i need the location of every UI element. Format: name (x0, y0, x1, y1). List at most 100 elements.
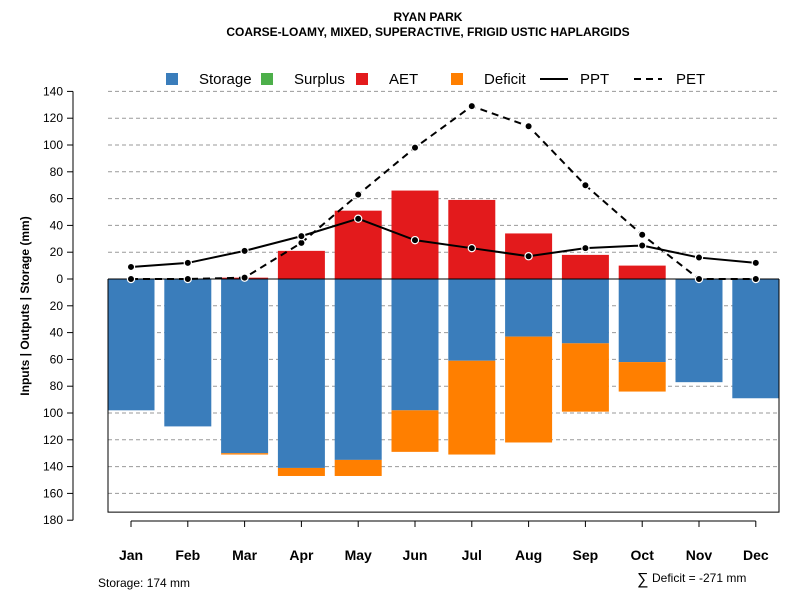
legend-storage-label: Storage (199, 71, 252, 88)
pet-point (467, 101, 476, 111)
legend-storage-swatch (166, 73, 178, 85)
storage-bar (334, 279, 382, 460)
y-tick-label: 180 (43, 513, 63, 527)
legend-surplus-swatch (261, 73, 273, 85)
x-tick-label: Jan (119, 547, 143, 563)
storage-bar (675, 279, 723, 383)
ppt-point (183, 258, 192, 268)
y-tick-label: 100 (43, 138, 63, 152)
ppt-point (694, 253, 704, 262)
storage-bar (732, 279, 780, 399)
x-tick-label: Apr (289, 547, 314, 563)
deficit-bar (561, 343, 609, 412)
storage-bar (164, 279, 212, 427)
y-tick-label: 80 (50, 165, 64, 179)
pet-point (126, 274, 136, 284)
x-tick-label: Feb (175, 547, 200, 563)
x-tick-label: Aug (515, 547, 542, 563)
pet-point (638, 230, 647, 239)
storage-bar (221, 279, 269, 454)
y-tick-label: 140 (43, 460, 63, 474)
aet-bar (618, 265, 666, 279)
y-tick-label: 20 (50, 299, 64, 313)
pet-line (131, 105, 756, 280)
storage-bar (277, 279, 325, 468)
y-tick-label: 160 (43, 486, 63, 500)
y-tick-label: 40 (50, 218, 64, 232)
deficit-bar (221, 453, 269, 455)
storage-bar (618, 279, 666, 363)
aet-bar (277, 250, 325, 279)
y-tick-label: 60 (50, 192, 64, 206)
deficit-sum-symbol: ∑ (637, 571, 648, 588)
legend-pet-label: PET (676, 71, 705, 88)
ppt-point (581, 243, 590, 253)
deficit-bar (505, 336, 553, 443)
x-tick-label: Jun (403, 547, 428, 563)
x-tick-label: Nov (686, 547, 713, 563)
ppt-point (354, 214, 363, 223)
pet-point (354, 190, 363, 199)
lines (126, 101, 761, 284)
storage-bar (391, 279, 439, 411)
y-tick-label: 140 (43, 84, 63, 98)
legend-aet-swatch (356, 73, 368, 85)
axes: 140 120 100 80 60 40 20 0 20 40 60 80 100 120 140 160 18… (43, 84, 780, 563)
legend: Storage Surplus AET Deficit PPT PET (166, 71, 705, 88)
deficit-bar (277, 467, 325, 476)
legend-deficit-label: Deficit (484, 71, 527, 88)
ppt-point (524, 252, 533, 261)
pet-point (410, 143, 420, 152)
y-tick-label: 120 (43, 433, 63, 447)
x-tick-label: Oct (631, 547, 655, 563)
y-tick-label: 40 (50, 326, 64, 340)
y-tick-label: 20 (50, 245, 64, 259)
legend-ppt-label: PPT (580, 71, 609, 88)
aet-bar (448, 199, 496, 279)
ppt-point (297, 231, 306, 241)
y-tick-label: 120 (43, 111, 63, 125)
pet-point (694, 274, 704, 284)
deficit-bar (448, 360, 496, 455)
x-tick-label: Dec (743, 547, 769, 563)
bars (107, 190, 780, 476)
ppt-point (240, 246, 249, 256)
x-tick-label: Sep (573, 547, 599, 563)
storage-bar (107, 279, 155, 411)
legend-aet-label: AET (389, 71, 418, 88)
storage-bar (505, 279, 553, 337)
ppt-point (467, 243, 476, 253)
ppt-line (130, 217, 756, 268)
deficit-bar (334, 459, 382, 476)
storage-bar (561, 279, 609, 344)
legend-surplus-label: Surplus (294, 71, 345, 88)
y-tick-label: 0 (56, 272, 63, 286)
x-tick-label: Jul (462, 547, 482, 563)
pet-point (524, 122, 533, 131)
y-tick-label: 60 (50, 352, 64, 366)
storage-footer-label: Storage: 174 mm (98, 576, 190, 590)
deficit-bar (391, 410, 439, 452)
pet-point (581, 180, 590, 190)
ppt-point (638, 241, 647, 250)
storage-capacity-box (107, 279, 780, 513)
y-tick-label: 80 (50, 379, 64, 393)
ppt-point (751, 258, 761, 268)
ppt-point (126, 262, 136, 272)
deficit-bar (618, 362, 666, 392)
chart-title: RYAN PARK (394, 10, 463, 24)
y-axis-label: Inputs | Outputs | Storage (mm) (18, 216, 32, 395)
x-tick-label: Mar (232, 547, 257, 563)
chart-subtitle: COARSE-LOAMY, MIXED, SUPERACTIVE, FRIGID… (226, 25, 629, 39)
y-tick-label: 100 (43, 406, 63, 420)
storage-bar (448, 279, 496, 361)
ppt-point (410, 235, 420, 245)
legend-deficit-swatch (451, 73, 463, 85)
deficit-footer-label: Deficit = -271 mm (652, 571, 746, 585)
pet-point (751, 274, 761, 284)
x-tick-label: May (345, 547, 372, 563)
pet-point (183, 274, 192, 284)
aet-bar (561, 254, 609, 279)
pet-point (240, 273, 249, 282)
